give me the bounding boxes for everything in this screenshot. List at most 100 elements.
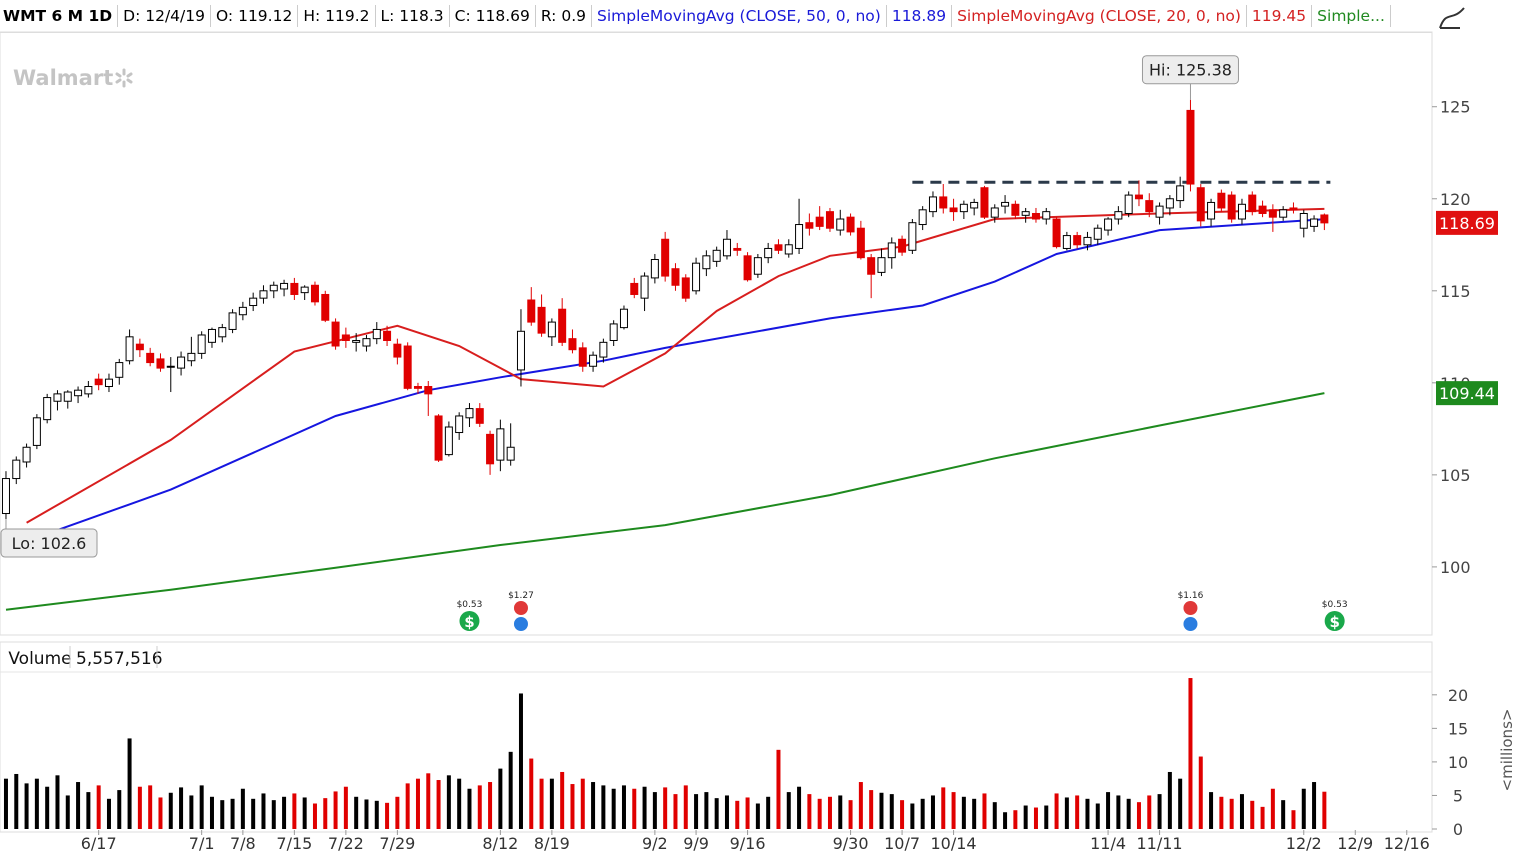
price-tag bbox=[1436, 381, 1498, 406]
volume-bar bbox=[189, 795, 194, 829]
price-tag-label: 118.69 bbox=[1439, 214, 1495, 233]
volume-bar bbox=[374, 800, 379, 829]
candle-body bbox=[321, 293, 330, 321]
x-tick-label: 9/2 bbox=[642, 834, 668, 853]
volume-bar bbox=[1312, 782, 1317, 829]
candle-body bbox=[846, 216, 855, 233]
candle-body bbox=[599, 341, 608, 358]
moving-average bbox=[26, 207, 1325, 524]
candle-body bbox=[949, 207, 958, 213]
dividend-icon[interactable] bbox=[1324, 611, 1345, 631]
candle-body bbox=[1031, 212, 1040, 220]
x-tick-label: 7/1 bbox=[189, 834, 215, 853]
candle-body bbox=[290, 282, 299, 295]
volume-bar bbox=[518, 693, 523, 829]
volume-bar bbox=[1033, 807, 1038, 829]
volume-bar bbox=[1219, 796, 1224, 829]
study-name[interactable]: SimpleMovingAvg (CLOSE, 20, 0, no) bbox=[952, 5, 1247, 27]
volume-bar bbox=[76, 782, 81, 829]
candle-body bbox=[12, 459, 21, 480]
candle-body bbox=[1268, 209, 1277, 218]
candle-body bbox=[784, 244, 793, 255]
callout-label: Hi: 125.38 bbox=[1149, 61, 1232, 80]
x-tick-label: 6/17 bbox=[81, 834, 117, 853]
volume-bar bbox=[14, 773, 19, 829]
volume-bar bbox=[1270, 788, 1275, 829]
candle-body bbox=[486, 433, 495, 465]
volume-bar bbox=[343, 786, 348, 829]
callout-box bbox=[1141, 55, 1239, 85]
candle-body bbox=[238, 306, 247, 316]
candle-body bbox=[671, 268, 680, 286]
x-tick-label: 7/15 bbox=[276, 834, 312, 853]
volume-bar bbox=[889, 794, 894, 829]
volume-bar bbox=[282, 796, 287, 829]
y-tick-label: 115 bbox=[1440, 282, 1471, 301]
candle-body bbox=[867, 257, 876, 275]
volume-title: Volume bbox=[8, 649, 71, 669]
dividend-icon[interactable] bbox=[459, 611, 480, 631]
volume-bar bbox=[694, 794, 699, 829]
candle-body bbox=[269, 284, 278, 292]
volume-bar bbox=[560, 771, 565, 829]
volume-bar bbox=[642, 786, 647, 829]
candle-body bbox=[424, 386, 433, 395]
candle-body bbox=[764, 247, 773, 259]
candle-body bbox=[527, 299, 536, 323]
candle-body bbox=[1124, 194, 1133, 214]
y-tick-label: 120 bbox=[1440, 190, 1471, 209]
v-tick-label: 5 bbox=[1453, 786, 1463, 805]
volume-bar bbox=[972, 798, 977, 829]
candle-body bbox=[753, 257, 762, 275]
header-bar: WMT 6 M 1D D: 12/4/19 O: 119.12 H: 119.2… bbox=[0, 0, 1432, 33]
earnings-bulb[interactable] bbox=[1183, 617, 1198, 631]
volume-bar bbox=[910, 803, 915, 829]
style-icon[interactable] bbox=[1439, 7, 1465, 29]
candle-body bbox=[310, 284, 319, 303]
volume-bar bbox=[3, 778, 8, 829]
volume-bar bbox=[611, 788, 616, 829]
volume-bar bbox=[158, 797, 163, 829]
candle-body bbox=[1248, 194, 1257, 213]
candle-body bbox=[898, 238, 907, 253]
volume-bar bbox=[477, 785, 482, 829]
earnings-icon[interactable] bbox=[513, 601, 528, 615]
candle-body bbox=[22, 446, 31, 463]
study-name[interactable]: Simple... bbox=[1312, 5, 1391, 27]
volume-bar bbox=[1188, 678, 1193, 829]
volume-bar bbox=[271, 800, 276, 829]
volume-bar bbox=[426, 773, 431, 829]
volume-bar bbox=[1178, 778, 1183, 829]
volume-bar bbox=[292, 793, 297, 829]
volume-bar bbox=[209, 796, 214, 829]
volume-bar bbox=[1095, 803, 1100, 829]
volume-bar bbox=[467, 788, 472, 829]
candle-body bbox=[1299, 212, 1308, 229]
candle-body bbox=[609, 323, 618, 341]
candle-body bbox=[1196, 187, 1205, 222]
earnings-icon[interactable] bbox=[1183, 601, 1198, 615]
volume-bar bbox=[539, 778, 544, 829]
x-tick-label: 9/16 bbox=[730, 834, 766, 853]
earnings-bulb[interactable] bbox=[513, 617, 528, 631]
candle-body bbox=[352, 339, 361, 343]
volume-bar bbox=[1126, 798, 1131, 829]
volume-bar bbox=[632, 788, 637, 829]
volume-bar bbox=[755, 803, 760, 829]
candle-body bbox=[84, 386, 93, 395]
volume-bar bbox=[1075, 795, 1080, 829]
candle-body bbox=[1186, 109, 1195, 185]
volume-bar bbox=[168, 792, 173, 829]
symbol[interactable]: WMT 6 M 1D bbox=[0, 5, 119, 27]
candle-body bbox=[197, 334, 206, 354]
x-tick-label: 12/2 bbox=[1286, 834, 1322, 853]
candle-body bbox=[877, 257, 886, 273]
volume-bar bbox=[1229, 798, 1234, 829]
volume-bar bbox=[1147, 795, 1152, 829]
candle-body bbox=[990, 207, 999, 218]
candle-body bbox=[1062, 235, 1071, 249]
study-name[interactable]: SimpleMovingAvg (CLOSE, 50, 0, no) bbox=[592, 5, 887, 27]
volume-bar bbox=[1044, 805, 1049, 829]
volume-bar bbox=[601, 785, 606, 829]
